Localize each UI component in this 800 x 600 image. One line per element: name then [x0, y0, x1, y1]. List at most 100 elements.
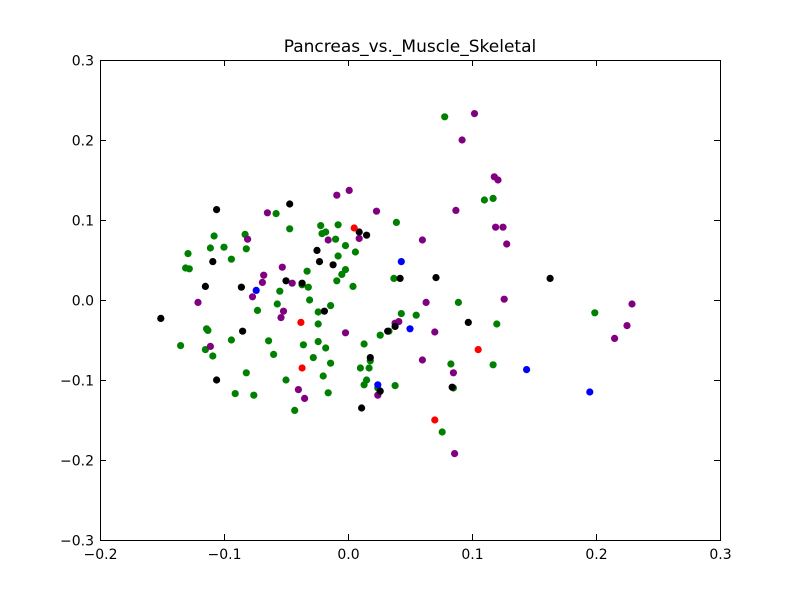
axes-layer: −0.2 −0.1 0.0 0.1 0.2 0.3−0.3−0.2−0.10.00.10.…	[60, 54, 732, 564]
data-point-s0-68	[489, 361, 497, 369]
data-point-s0-70	[591, 309, 599, 317]
data-point-s0-34	[314, 308, 322, 316]
data-point-s4-1	[397, 258, 405, 266]
data-point-s1-3	[494, 176, 502, 184]
data-point-s2-14	[239, 327, 247, 335]
data-point-s0-38	[227, 336, 235, 344]
data-point-s2-17	[464, 318, 472, 326]
data-point-s0-47	[309, 354, 317, 362]
data-point-s2-7	[209, 258, 217, 266]
data-point-s0-42	[299, 341, 307, 349]
data-point-s2-10	[237, 283, 245, 291]
data-point-s3-0	[350, 224, 358, 232]
data-point-s1-37	[623, 322, 631, 330]
data-point-s0-17	[322, 228, 330, 236]
data-point-s0-32	[253, 306, 262, 314]
data-point-s2-6	[329, 261, 337, 269]
data-point-s4-0	[252, 286, 260, 294]
data-point-s1-10	[333, 191, 341, 199]
y-tick-label-5: 0.2	[72, 134, 94, 150]
data-point-s0-37	[204, 326, 212, 334]
y-tick-label-1: −0.2	[60, 454, 94, 470]
data-point-s0-2	[480, 196, 488, 204]
data-point-s1-4	[452, 206, 460, 214]
x-tick-label-0: −0.2	[84, 547, 118, 563]
data-point-s2-22	[448, 383, 456, 391]
data-point-s3-2	[298, 364, 306, 372]
data-point-s1-34	[294, 386, 302, 394]
data-point-s2-21	[358, 404, 366, 412]
data-point-s1-17	[278, 263, 286, 271]
data-point-s4-2	[406, 325, 414, 333]
data-point-s0-8	[184, 250, 192, 258]
data-point-s0-39	[265, 337, 273, 345]
data-point-s2-0	[213, 206, 221, 214]
data-point-s0-51	[365, 364, 373, 372]
data-point-s1-7	[503, 240, 511, 248]
y-tick-label-0: −0.3	[60, 534, 94, 550]
data-point-s0-48	[327, 359, 335, 367]
data-point-s1-19	[248, 293, 257, 301]
data-point-s1-16	[260, 271, 268, 279]
data-point-s1-35	[301, 394, 309, 402]
data-point-s0-67	[438, 428, 446, 436]
data-point-s0-25	[333, 277, 341, 285]
data-point-s2-9	[298, 279, 306, 287]
data-point-s1-11	[372, 207, 381, 215]
data-point-s0-0	[441, 113, 449, 121]
data-point-s0-59	[376, 331, 384, 339]
data-point-s0-7	[206, 244, 214, 252]
data-point-s0-30	[306, 296, 314, 304]
data-point-s2-11	[201, 282, 209, 290]
data-point-s0-29	[304, 283, 312, 291]
y-tick-label-4: 0.1	[72, 214, 94, 230]
data-point-s1-27	[500, 295, 508, 303]
data-point-s0-24	[338, 270, 346, 278]
data-point-s2-5	[315, 258, 324, 266]
data-point-s0-19	[334, 221, 342, 229]
data-point-s0-65	[447, 360, 455, 368]
x-tick-label-5: 0.3	[709, 547, 731, 563]
data-point-s0-62	[397, 310, 405, 318]
data-point-s2-19	[366, 354, 374, 362]
y-tick-label-2: −0.1	[60, 374, 94, 390]
x-tick-label-4: 0.2	[585, 547, 607, 563]
data-point-s0-74	[324, 389, 332, 397]
points-layer	[157, 110, 636, 458]
data-point-s2-25	[546, 274, 554, 282]
data-point-s1-29	[449, 369, 457, 377]
data-point-s2-1	[286, 200, 294, 208]
data-point-s1-6	[499, 223, 507, 231]
data-point-s0-53	[242, 369, 250, 377]
x-tick-label-1: −0.1	[208, 547, 242, 563]
data-point-s1-23	[277, 314, 285, 322]
data-point-s0-73	[291, 406, 299, 414]
data-point-s0-35	[314, 320, 322, 328]
data-point-s2-8	[282, 277, 290, 285]
data-point-s0-6	[220, 243, 228, 251]
data-point-s0-64	[454, 298, 462, 306]
data-point-s0-21	[351, 248, 359, 256]
data-point-s1-39	[628, 300, 636, 308]
data-point-s1-30	[451, 450, 459, 458]
data-point-s0-55	[319, 372, 327, 380]
data-point-s1-22	[279, 307, 288, 315]
data-point-s1-24	[341, 329, 350, 337]
y-tick-label-3: 0.0	[72, 294, 94, 310]
data-point-s0-71	[231, 390, 239, 398]
data-point-s1-8	[418, 236, 426, 244]
data-point-s2-2	[355, 228, 363, 236]
data-point-s0-31	[273, 300, 281, 308]
data-point-s0-13	[185, 265, 193, 273]
data-point-s0-20	[341, 242, 350, 250]
data-point-s2-3	[363, 231, 371, 239]
data-point-s3-1	[297, 318, 305, 326]
data-point-s0-22	[334, 252, 342, 260]
data-point-s0-18	[332, 235, 340, 243]
data-point-s1-0	[470, 110, 479, 118]
data-point-s2-13	[157, 314, 165, 322]
data-point-s1-1	[458, 136, 466, 144]
data-point-s0-33	[327, 302, 335, 310]
data-point-s1-26	[431, 328, 439, 336]
data-point-s0-58	[391, 382, 399, 390]
